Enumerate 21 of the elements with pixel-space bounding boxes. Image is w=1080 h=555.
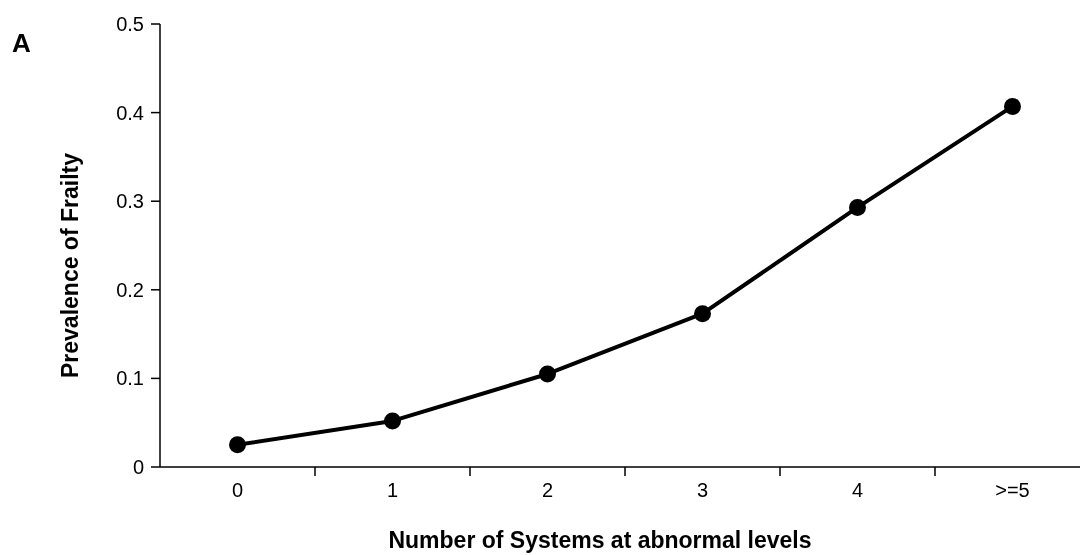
y-tick-label: 0.4 [116, 101, 144, 124]
x-tick-label: 2 [541, 479, 554, 501]
point [694, 305, 711, 323]
y-axis-title: Prevalence of Frailty [57, 152, 83, 378]
y-tick-label: 0 [132, 456, 144, 478]
point [849, 198, 866, 216]
x-tick-label: 4 [851, 479, 864, 501]
point [384, 412, 401, 430]
y-tick-label: 0.2 [116, 278, 144, 301]
x-tick-label: 0 [231, 479, 244, 501]
point [229, 436, 246, 454]
point [539, 365, 556, 383]
x-axis-title: Number of Systems at abnormal levels [388, 527, 812, 553]
y-tick-label: 0.1 [116, 367, 144, 390]
point [1004, 97, 1021, 115]
x-tick-label: >=5 [995, 479, 1030, 501]
y-tick-label: 0.5 [116, 13, 144, 35]
x-tick-label: 3 [696, 479, 709, 501]
y-tick-label: 0.3 [116, 190, 144, 213]
text: A [12, 28, 31, 58]
x-tick-label: 1 [386, 479, 399, 501]
